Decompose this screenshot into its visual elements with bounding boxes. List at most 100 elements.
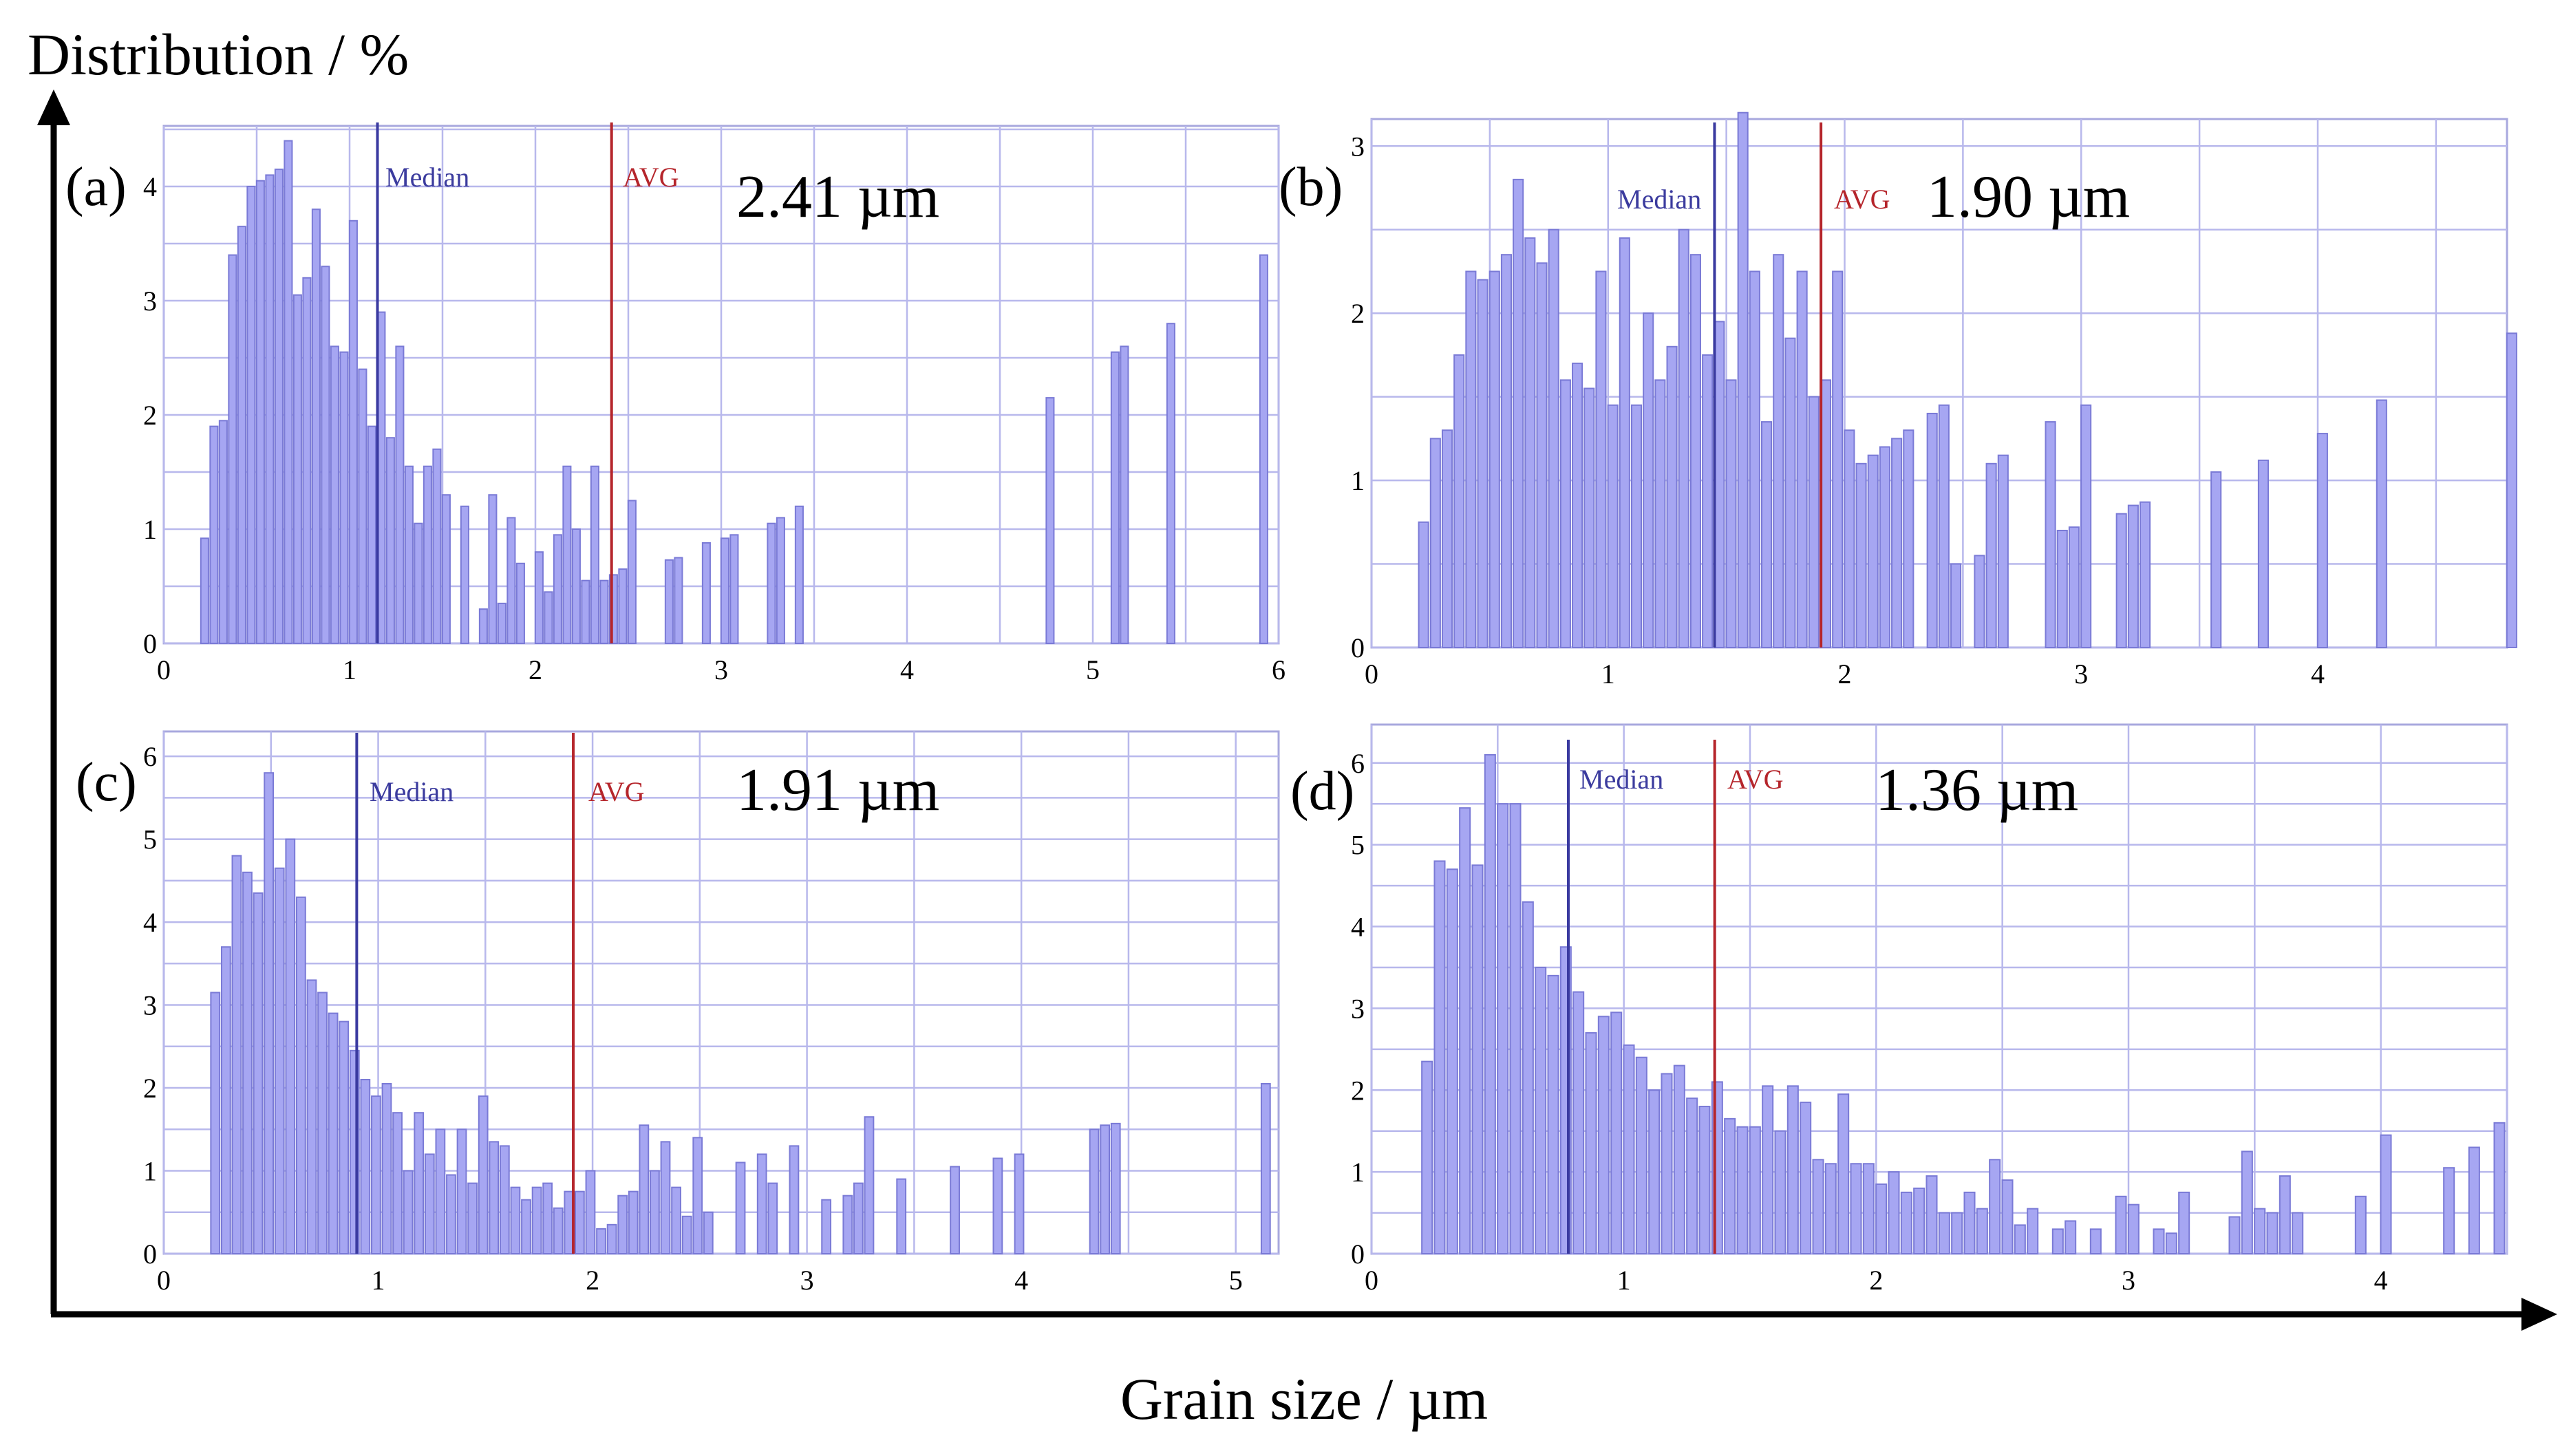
histogram-bar <box>218 420 228 644</box>
histogram-bar <box>1595 270 1607 649</box>
x-tick-label: 1 <box>1601 659 1615 689</box>
avg-line-label: AVG <box>623 162 679 193</box>
histogram-bar <box>467 1182 478 1255</box>
histogram-bar <box>1824 1163 1837 1255</box>
histogram-bar <box>321 266 330 644</box>
histogram-bar <box>521 1199 531 1254</box>
histogram-bar <box>1465 270 1477 649</box>
x-tick-label: 1 <box>1617 1265 1631 1296</box>
histogram-bar <box>499 1145 510 1254</box>
histogram-bar <box>1583 387 1595 648</box>
x-tick-label: 2 <box>529 654 542 685</box>
panel-c: 0 1 2 3 4 5 0 1 2 3 4 5 6(c) 1.91 µm Median AVG <box>76 730 1280 1296</box>
y-tick-label: 1 <box>143 514 157 545</box>
histogram-bar <box>210 992 221 1255</box>
histogram-bar <box>441 494 451 645</box>
histogram-bar <box>237 226 246 645</box>
histogram-bar <box>265 174 275 644</box>
histogram-bar <box>1867 454 1879 649</box>
histogram-bar <box>2027 1208 2039 1255</box>
histogram-bar <box>1862 1163 1875 1255</box>
histogram-bar <box>1572 991 1585 1254</box>
histogram-bar <box>1524 237 1536 648</box>
x-tick-label: 2 <box>1869 1265 1883 1296</box>
histogram-bar <box>599 579 609 645</box>
histogram-bar <box>423 465 432 644</box>
histogram-bar <box>1974 555 1985 648</box>
histogram-bar <box>1100 1124 1111 1254</box>
histogram-bar <box>515 562 525 644</box>
histogram-bar <box>590 465 599 644</box>
histogram-bar <box>2051 1228 2064 1255</box>
histogram-bar <box>302 277 312 644</box>
y-tick-label: 0 <box>1351 632 1365 663</box>
histogram-bar <box>2279 1175 2291 1255</box>
histogram-bar <box>1698 1106 1711 1254</box>
histogram-bar <box>1963 1191 1976 1255</box>
histogram-bar <box>531 1186 542 1255</box>
histogram-bar <box>1459 807 1471 1254</box>
histogram-bar <box>574 1190 585 1254</box>
histogram-bar <box>1808 396 1820 648</box>
histogram-bar <box>562 465 572 644</box>
histogram-bar <box>1938 404 1950 649</box>
y-tick-label: 0 <box>143 628 157 659</box>
histogram-bar <box>456 1128 467 1254</box>
histogram-bar <box>255 180 265 644</box>
histogram-bar <box>478 608 488 645</box>
histogram-bar <box>1619 237 1630 648</box>
median-label: Median <box>1579 764 1663 795</box>
histogram-bar <box>2354 1195 2367 1254</box>
histogram-bar <box>1497 803 1509 1255</box>
histogram-bar <box>348 220 358 644</box>
y-tick-label: 1 <box>1351 1157 1365 1188</box>
histogram-bar <box>1796 270 1808 649</box>
y-tick-label: 3 <box>1351 993 1365 1024</box>
histogram-bar <box>432 448 442 644</box>
histogram-bar <box>228 254 237 645</box>
histogram-bar <box>497 602 506 645</box>
histogram-bar <box>2254 1208 2266 1255</box>
median-label: Median <box>370 776 454 807</box>
histogram-bar <box>1484 753 1496 1254</box>
histogram-bar <box>1433 860 1446 1254</box>
x-tick-label: 4 <box>2311 659 2325 689</box>
histogram-bar <box>1926 412 1938 648</box>
histogram-bar <box>608 574 618 645</box>
histogram-bar <box>360 1078 371 1255</box>
x-tick-label: 1 <box>343 654 356 685</box>
histogram-bar <box>2266 1212 2279 1255</box>
histogram-bar <box>692 1137 703 1255</box>
histogram-bar <box>2065 1220 2077 1255</box>
histogram-bar <box>650 1170 660 1254</box>
histogram-bar <box>544 591 553 644</box>
histogram-bar <box>1509 803 1522 1255</box>
histogram-bar <box>306 979 317 1254</box>
histogram-bar <box>842 1195 853 1254</box>
histogram-bar <box>1643 312 1654 648</box>
histogram-bar <box>1597 1016 1610 1254</box>
histogram-bar <box>274 169 284 645</box>
histogram-bar <box>2493 1122 2506 1254</box>
histogram-bar <box>339 351 349 644</box>
histogram-bar <box>571 528 581 644</box>
histogram-bar <box>446 1174 456 1254</box>
histogram-bar <box>2089 1228 2102 1255</box>
histogram-bar <box>1661 1073 1673 1255</box>
y-tick-label: 3 <box>143 286 157 317</box>
histogram-bar <box>553 1207 564 1255</box>
histogram-bar <box>2080 404 2092 649</box>
histogram-bar <box>553 534 562 644</box>
histogram-bar <box>246 186 256 644</box>
histogram-bar <box>1812 1159 1824 1254</box>
histogram-bar <box>1477 279 1489 648</box>
histogram-bar <box>1850 1163 1862 1255</box>
histogram-bar <box>2376 399 2387 648</box>
avg-line-label: AVG <box>588 776 645 807</box>
histogram-bar <box>424 1153 435 1254</box>
histogram-bar <box>1689 254 1701 648</box>
x-tick-label: 4 <box>1014 1265 1028 1296</box>
x-tick-label: 3 <box>714 654 728 685</box>
y-tick-label: 2 <box>1351 1075 1365 1106</box>
